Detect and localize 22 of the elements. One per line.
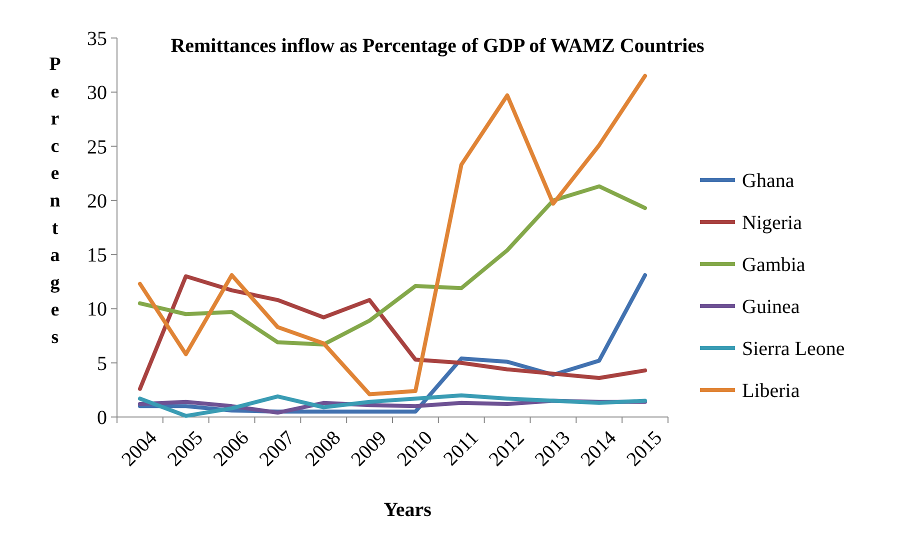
text: Percentages bbox=[49, 54, 61, 348]
y-tick-label: 5 bbox=[97, 352, 107, 375]
legend-label: Sierra Leone bbox=[742, 338, 845, 360]
y-tick-label: 20 bbox=[87, 190, 107, 212]
line-series bbox=[138, 184, 648, 346]
x-tick-label: 2011 bbox=[439, 426, 483, 470]
x-axis-title: Years bbox=[384, 499, 432, 521]
line-series bbox=[138, 393, 648, 418]
legend-label: Nigeria bbox=[742, 212, 802, 234]
legend-label: Guinea bbox=[742, 296, 800, 318]
y-tick-label: 0 bbox=[97, 407, 107, 429]
y-tick-label: 10 bbox=[87, 298, 107, 321]
legend-label: Liberia bbox=[742, 380, 800, 402]
y-tick-label: 15 bbox=[87, 244, 107, 267]
line-series bbox=[138, 74, 648, 396]
y-tick-label: 30 bbox=[87, 82, 107, 104]
chart-title: Remittances inflow as Percentage of GDP of WAMZ Countries bbox=[170, 35, 705, 57]
line-series bbox=[138, 274, 648, 391]
legend-label: Gambia bbox=[742, 254, 806, 276]
y-tick-label: 25 bbox=[87, 136, 107, 158]
legend-label: Ghana bbox=[742, 170, 794, 192]
y-tick-label: 35 bbox=[87, 28, 107, 50]
